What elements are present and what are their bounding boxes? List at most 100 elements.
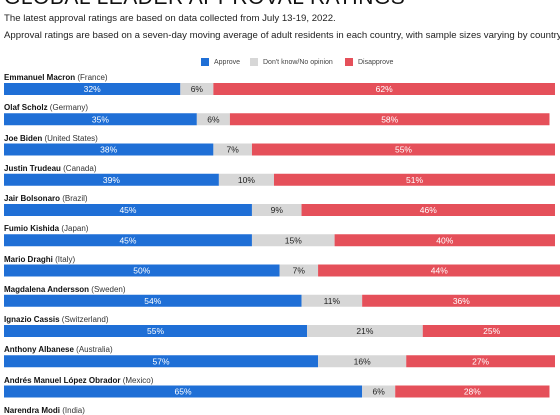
bar-data-label: 25% bbox=[483, 326, 500, 336]
chart-legend: Approve Don't know/No opinion Disapprove bbox=[0, 58, 560, 70]
legend-swatch-no-opinion bbox=[250, 58, 258, 66]
row-label: Ignazio Cassis (Switzerland) bbox=[4, 315, 108, 324]
leader-name: Joe Biden bbox=[4, 133, 43, 143]
leader-name: Jair Bolsonaro bbox=[4, 194, 61, 203]
bar-segment-disapprove bbox=[301, 204, 555, 216]
legend-label-no-opinion: Don't know/No opinion bbox=[263, 58, 333, 66]
leader-country: (Canada) bbox=[60, 163, 97, 173]
bar-data-label: 16% bbox=[354, 356, 371, 366]
bar-segment-approve bbox=[4, 173, 219, 186]
leader-country: (Japan) bbox=[59, 224, 89, 234]
bar-segment-no-opinion bbox=[307, 325, 423, 337]
bar-data-label: 32% bbox=[84, 84, 101, 94]
bar-segment-disapprove bbox=[406, 355, 555, 368]
leader-country: (Brazil) bbox=[60, 194, 88, 203]
bar-segment-approve bbox=[4, 204, 252, 216]
bar-segment-approve bbox=[4, 355, 319, 368]
leader-name: Emmanuel Macron bbox=[4, 73, 76, 82]
row-label: Anthony Albanese (Australia) bbox=[4, 345, 113, 354]
legend-item-no-opinion: Don't know/No opinion bbox=[250, 58, 333, 66]
leader-country: (United States) bbox=[42, 133, 98, 143]
bar-data-label: 44% bbox=[431, 266, 448, 276]
leader-country: (Italy) bbox=[52, 254, 76, 264]
row-label: Olaf Scholz (Germany) bbox=[4, 103, 88, 112]
bar-segment-no-opinion bbox=[279, 264, 319, 277]
leader-country: (Australia) bbox=[73, 345, 113, 355]
bar-segment-disapprove bbox=[334, 234, 555, 247]
bar-segment-disapprove bbox=[318, 264, 560, 277]
row-label: Joe Biden (United States) bbox=[4, 134, 98, 143]
bar-data-label: 45% bbox=[119, 235, 136, 245]
bar-segment-disapprove bbox=[362, 294, 560, 307]
bar-data-label: 36% bbox=[453, 296, 470, 306]
bar-data-label: 15% bbox=[285, 235, 302, 245]
row-label: Emmanuel Macron (France) bbox=[4, 73, 108, 82]
row-label: Magdalena Andersson (Sweden) bbox=[4, 285, 126, 294]
bar-data-label: 39% bbox=[103, 175, 120, 185]
bar-data-label: 6% bbox=[207, 114, 220, 124]
bar-segment-approve bbox=[4, 264, 280, 277]
bar-segment-approve bbox=[4, 385, 363, 398]
legend-swatch-approve bbox=[201, 58, 209, 66]
bar-data-label: 58% bbox=[381, 114, 398, 124]
bar-segment-approve bbox=[4, 325, 308, 337]
bar-segment-no-opinion bbox=[213, 143, 252, 156]
legend-label-approve: Approve bbox=[214, 58, 241, 66]
bar-data-label: 57% bbox=[153, 356, 170, 366]
leader-country: (France) bbox=[75, 73, 108, 82]
row-label: Mario Draghi (Italy) bbox=[4, 255, 75, 264]
row-label: Narendra Modi (India) bbox=[4, 406, 85, 415]
leader-name: Justin Trudeau bbox=[4, 163, 61, 173]
leader-name: Anthony Albanese bbox=[4, 345, 74, 355]
bar-data-label: 65% bbox=[175, 387, 192, 397]
bar-data-label: 45% bbox=[119, 205, 136, 215]
bar-segment-disapprove bbox=[229, 113, 550, 126]
bar-segment-approve bbox=[4, 294, 302, 307]
row-label: Fumio Kishida (Japan) bbox=[4, 224, 88, 233]
bar-data-label: 21% bbox=[356, 326, 373, 336]
bar-data-label: 9% bbox=[271, 205, 284, 215]
leader-country: (Germany) bbox=[47, 103, 89, 113]
leader-name: Fumio Kishida bbox=[4, 224, 60, 234]
bar-segment-disapprove bbox=[251, 143, 555, 156]
legend-item-disapprove: Disapprove bbox=[345, 58, 393, 66]
bar-data-label: 46% bbox=[420, 205, 437, 215]
leader-name: Mario Draghi bbox=[4, 254, 53, 264]
bar-segment-no-opinion bbox=[318, 355, 407, 368]
leader-name: Ignazio Cassis bbox=[4, 315, 60, 324]
legend-swatch-disapprove bbox=[345, 58, 353, 66]
bar-segment-approve bbox=[4, 143, 214, 156]
bar-segment-no-opinion bbox=[362, 385, 396, 398]
leader-country: (Mexico) bbox=[120, 375, 154, 385]
bar-data-label: 10% bbox=[238, 175, 255, 185]
leader-name: Olaf Scholz bbox=[4, 103, 48, 113]
leader-country: (India) bbox=[60, 405, 85, 415]
bar-segment-no-opinion bbox=[196, 113, 230, 126]
bar-segment-approve bbox=[4, 234, 252, 247]
leader-country: (Sweden) bbox=[89, 284, 126, 294]
leader-name: Magdalena Andersson bbox=[4, 284, 90, 294]
bar-segment-no-opinion bbox=[251, 234, 335, 247]
bar-data-label: 6% bbox=[191, 84, 204, 94]
bar-segment-disapprove bbox=[422, 325, 560, 337]
bar-segment-disapprove bbox=[213, 83, 555, 95]
stacked-bar-chart: 32% 6% 62% 35% 6% 58% 38% 7% 55% 39% 10% 51% 45% 9% 46… bbox=[4, 83, 560, 398]
row-label: Andrés Manuel López Obrador (Mexico) bbox=[4, 376, 153, 385]
chart-title: GLOBAL LEADER APPROVAL RATINGS bbox=[4, 0, 405, 10]
bar-data-label: 6% bbox=[373, 387, 386, 397]
bar-segment-no-opinion bbox=[218, 173, 274, 186]
chart-subtitle-line-2: Approval ratings are based on a seven-da… bbox=[4, 30, 560, 41]
legend-item-approve: Approve bbox=[201, 58, 240, 66]
bar-data-label: 28% bbox=[464, 387, 481, 397]
row-label: Jair Bolsonaro (Brazil) bbox=[4, 194, 88, 203]
bar-data-label: 27% bbox=[472, 356, 489, 366]
bar-data-label: 55% bbox=[147, 326, 164, 336]
leader-name: Narendra Modi bbox=[4, 405, 61, 415]
chart-subtitle-line-1: The latest approval ratings are based on… bbox=[4, 13, 336, 24]
bar-data-label: 11% bbox=[324, 296, 341, 306]
bar-data-label: 40% bbox=[436, 235, 453, 245]
leader-name: Andrés Manuel López Obrador bbox=[4, 375, 121, 385]
bar-segment-no-opinion bbox=[301, 294, 363, 307]
bar-data-label: 7% bbox=[227, 145, 240, 155]
bar-data-label: 35% bbox=[92, 114, 109, 124]
